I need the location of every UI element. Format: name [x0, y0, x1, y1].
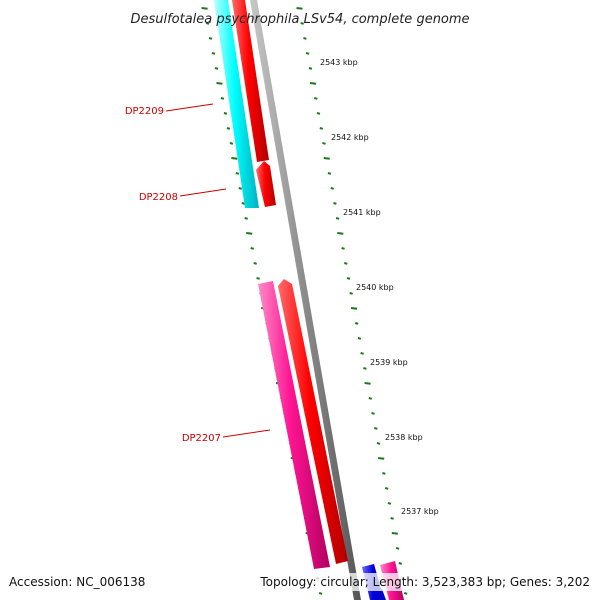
- inner-ruler-tick: [241, 202, 246, 205]
- outer-ruler-tick: [300, 22, 304, 25]
- inner-ruler-tick: [214, 67, 219, 70]
- inner-ruler-tick: [223, 112, 228, 115]
- gene-forward-lower-feature[interactable]: [278, 279, 348, 564]
- outer-ruler-tick: [384, 487, 389, 490]
- outer-ruler-tick: [303, 37, 307, 40]
- inner-ruler-tick: [205, 22, 210, 25]
- dp2207-leader-line: [222, 429, 271, 438]
- outer-ruler-tick: [337, 232, 344, 235]
- scale-label-2538: 2538 kbp: [385, 433, 423, 442]
- inner-ruler-tick: [220, 97, 225, 100]
- gene-label-dp2208[interactable]: DP2208: [139, 192, 178, 203]
- outer-ruler-tick: [363, 367, 367, 370]
- outer-ruler-tick: [364, 382, 371, 385]
- inner-ruler-tick: [201, 7, 208, 10]
- inner-ruler-tick: [235, 172, 240, 175]
- outer-ruler-tick: [378, 457, 385, 460]
- inner-ruler-tick: [229, 142, 234, 145]
- outer-ruler-tick: [333, 202, 337, 205]
- scale-label-2543: 2543 kbp: [320, 58, 358, 67]
- inner-ruler-tick: [244, 217, 248, 220]
- inner-ruler-tick: [226, 127, 231, 130]
- outer-ruler-tick: [335, 217, 340, 220]
- outer-ruler-tick: [327, 172, 332, 175]
- scale-label-2542: 2542 kbp: [331, 133, 369, 142]
- footer-background: [260, 573, 594, 591]
- inner-ruler-tick: [250, 247, 254, 250]
- outer-ruler-tick: [360, 352, 364, 355]
- outer-ruler-ticks: [296, 7, 408, 595]
- outer-ruler-tick: [390, 517, 394, 520]
- gene-forward-upper-feature[interactable]: [232, 0, 269, 162]
- inner-ruler-tick: [318, 592, 323, 595]
- inner-ruler-tick: [253, 262, 257, 265]
- inner-ruler-tick: [211, 52, 216, 55]
- outer-ruler-tick: [371, 412, 375, 415]
- outer-ruler-tick: [395, 547, 400, 550]
- inner-ruler-tick: [256, 277, 260, 280]
- outer-ruler-tick: [296, 7, 303, 10]
- scale-label-2541: 2541 kbp: [343, 208, 381, 217]
- outer-ruler-tick: [344, 262, 348, 265]
- outer-ruler-tick: [403, 592, 408, 595]
- outer-ruler-tick: [391, 532, 398, 535]
- outer-ruler-tick: [354, 322, 359, 325]
- gene-dp2209-feature[interactable]: [214, 0, 259, 208]
- inner-ruler-tick: [216, 82, 223, 85]
- outer-ruler-tick: [357, 337, 362, 340]
- outer-ruler-tick: [305, 52, 310, 55]
- outer-ruler-tick: [322, 142, 326, 145]
- outer-ruler-tick: [308, 67, 313, 70]
- outer-ruler-tick: [316, 112, 321, 115]
- outer-ruler-tick: [346, 277, 351, 280]
- scale-label-2540: 2540 kbp: [356, 283, 394, 292]
- accession-text: Accession: NC_006138: [9, 575, 145, 589]
- outer-ruler-tick: [376, 442, 381, 445]
- outer-ruler-tick: [341, 247, 345, 250]
- outer-ruler-tick: [382, 472, 386, 475]
- outer-ruler-tick: [387, 502, 392, 505]
- gene-label-dp2207[interactable]: DP2207: [182, 433, 221, 444]
- gene-label-dp2209[interactable]: DP2209: [125, 106, 164, 117]
- inner-ruler-tick: [208, 37, 213, 40]
- topology-text: Topology: circular; Length: 3,523,383 bp…: [259, 575, 590, 589]
- scale-label-2539: 2539 kbp: [370, 358, 408, 367]
- gene-dp2207-feature[interactable]: [258, 281, 330, 569]
- outer-ruler-tick: [314, 97, 318, 100]
- outer-ruler-tick: [398, 562, 403, 565]
- gene-dp2208-feature[interactable]: [256, 161, 276, 207]
- outer-ruler-tick: [330, 187, 334, 190]
- outer-ruler-tick: [374, 427, 378, 430]
- scale-label-2537: 2537 kbp: [401, 507, 439, 516]
- inner-ruler-tick: [231, 157, 238, 160]
- dp2208-leader-line: [179, 188, 227, 197]
- map-title: Desulfotalea psychrophila LSv54, complet…: [130, 12, 469, 27]
- outer-ruler-tick: [368, 397, 373, 400]
- inner-ruler-tick: [238, 187, 243, 190]
- genome-backbone: [250, 0, 361, 600]
- outer-ruler-tick: [350, 307, 358, 310]
- outer-ruler-tick: [323, 157, 330, 160]
- outer-ruler-tick: [319, 127, 324, 130]
- inner-ruler-tick: [246, 232, 253, 235]
- outer-ruler-tick: [349, 292, 353, 295]
- dp2209-leader-line: [165, 103, 214, 112]
- gene-blue-accent-feature: [375, 589, 386, 600]
- outer-ruler-tick: [309, 82, 317, 85]
